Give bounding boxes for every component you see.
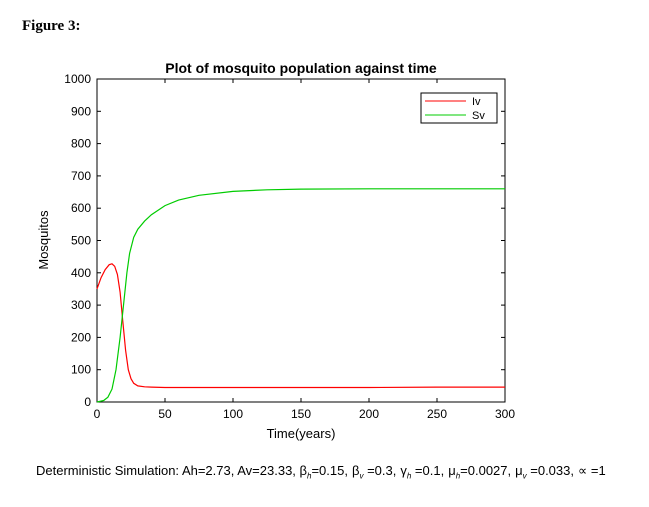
y-tick-label: 800: [71, 137, 91, 151]
gamma-h-subscript: h: [406, 471, 412, 481]
beta-v-symbol: β: [351, 463, 360, 478]
x-tick-label: 200: [359, 407, 379, 421]
legend-box: [420, 92, 498, 124]
mu-v-subscript: v: [522, 471, 527, 481]
mosquito-population-chart: 0 50 100 150 200 250 300 0 100 200 300 400 500 600 70…: [36, 60, 515, 441]
beta-v-subscript: v: [359, 471, 364, 481]
y-tick-label: 600: [71, 201, 91, 215]
mu-v-symbol: μ: [515, 463, 523, 478]
beta-v-value: =0.3,: [363, 463, 397, 478]
y-tick-label: 500: [71, 234, 91, 248]
x-tick-label: 250: [427, 407, 447, 421]
x-tick-label: 150: [291, 407, 311, 421]
y-axis-ticks: 0 100 200 300 400 500 600 700 800 900 1000: [64, 72, 505, 409]
legend-label-iv: Iv: [472, 96, 481, 108]
beta-h-symbol: β: [299, 463, 308, 478]
alpha-symbol: ∝: [578, 463, 588, 478]
beta-h-subscript: h: [307, 471, 312, 481]
mu-h-value: =0.0027,: [460, 463, 512, 478]
figure-caption: Deterministic Simulation: Ah=2.73, Av=23…: [36, 462, 636, 485]
mu-h-symbol: μ: [448, 463, 456, 478]
alpha-value: =1: [587, 463, 606, 478]
x-axis-ticks: 0 50 100 150 200 250 300: [94, 79, 515, 421]
caption-prefix: Deterministic Simulation: Ah=2.73, Av=23…: [36, 463, 300, 478]
plot-area: [96, 78, 506, 403]
x-tick-label: 300: [495, 407, 515, 421]
y-tick-label: 900: [71, 104, 91, 118]
x-tick-label: 100: [223, 407, 243, 421]
y-tick-label: 0: [84, 395, 91, 409]
figure-label: Figure 3:: [22, 18, 81, 34]
y-tick-label: 400: [71, 266, 91, 280]
y-axis-label: Mosquitos: [36, 210, 51, 270]
gamma-h-value: =0.1,: [411, 463, 445, 478]
y-tick-label: 700: [71, 169, 91, 183]
x-tick-label: 50: [158, 407, 172, 421]
beta-h-value: =0.15,: [311, 463, 348, 478]
mu-h-subscript: h: [455, 471, 461, 481]
y-tick-label: 200: [71, 330, 91, 344]
legend-label-sv: Sv: [472, 110, 485, 122]
x-axis-label: Time(years): [267, 426, 336, 441]
series-line-iv: [96, 263, 505, 389]
series-line-sv: [96, 188, 505, 403]
mu-v-value: =0.033,: [530, 463, 574, 478]
gamma-h-symbol: γ: [400, 463, 407, 478]
y-tick-label: 300: [71, 298, 91, 312]
legend: Iv Sv: [420, 92, 498, 124]
y-tick-label: 1000: [64, 72, 91, 86]
y-tick-label: 100: [71, 363, 91, 377]
series-lines: [96, 188, 505, 403]
x-tick-label: 0: [94, 407, 101, 421]
chart-title: Plot of mosquito population against time: [165, 60, 437, 76]
